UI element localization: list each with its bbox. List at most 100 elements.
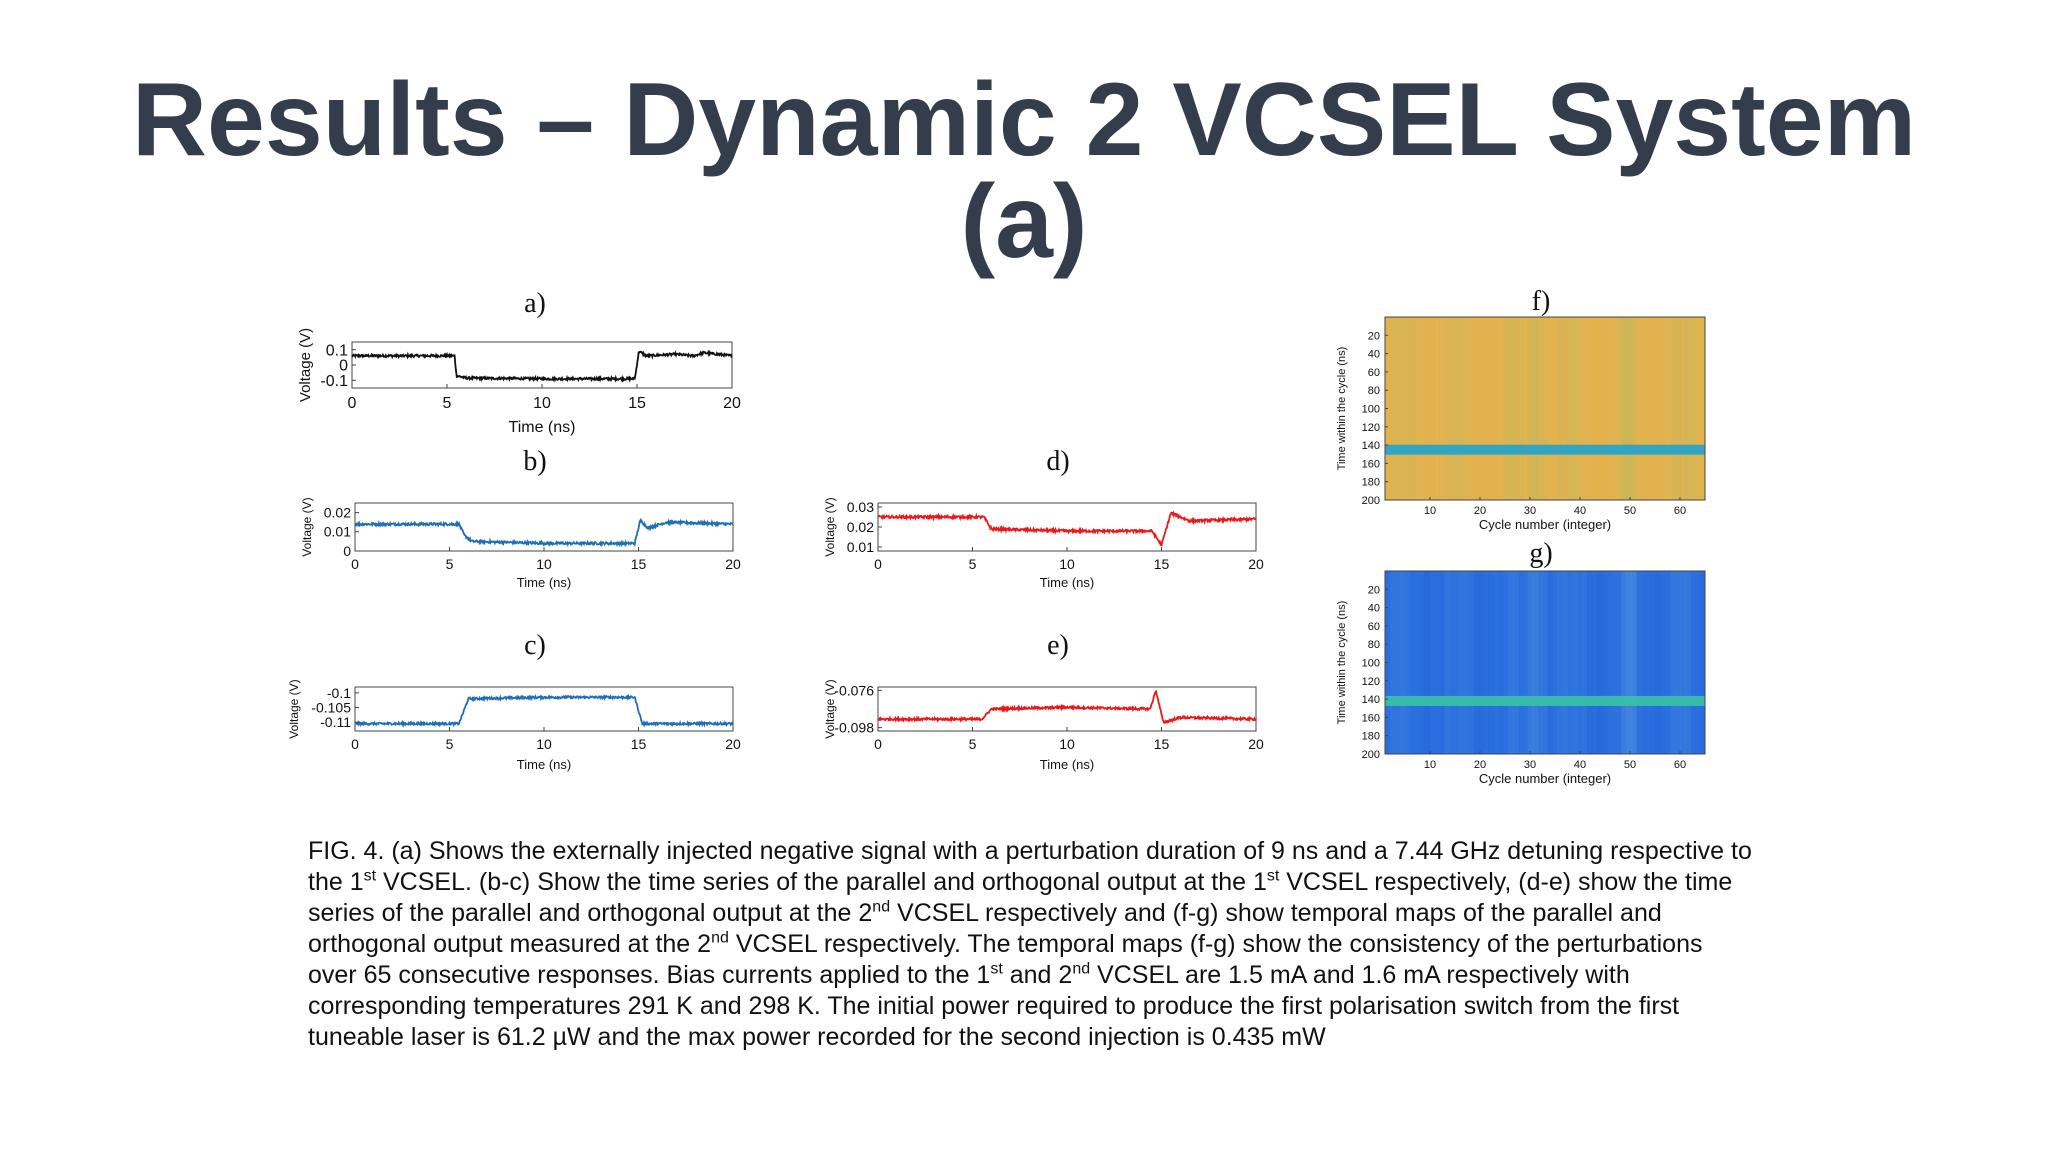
heatmap-column — [1685, 571, 1691, 754]
y-tick-label: 40 — [1368, 349, 1380, 361]
heatmap-column — [1641, 317, 1646, 500]
x-tick-label: 50 — [1624, 759, 1636, 771]
heatmap-column — [1557, 317, 1563, 500]
y-tick-label: 40 — [1368, 603, 1380, 615]
heatmap-column — [1518, 571, 1523, 754]
heatmap-column — [1532, 571, 1539, 754]
heatmap-column — [1419, 317, 1424, 500]
trace-d — [877, 510, 1257, 547]
heatmap-column — [1424, 317, 1430, 500]
y-tick-label: 80 — [1368, 385, 1380, 397]
x-tick-label: 15 — [631, 736, 647, 752]
heatmap-column — [1439, 317, 1444, 500]
heatmap-column — [1645, 317, 1652, 500]
heatmap-column — [1503, 571, 1508, 754]
trace-a — [351, 349, 733, 383]
heatmap-column — [1547, 571, 1553, 754]
x-tick-label: 15 — [631, 556, 647, 572]
heatmap-column — [1532, 317, 1539, 500]
heatmap-column — [1621, 571, 1627, 754]
x-axis-label: Time (ns) — [517, 757, 571, 772]
y-tick-label: -0.098 — [834, 720, 874, 736]
heatmap-column — [1458, 317, 1465, 500]
heatmap-column — [1660, 317, 1667, 500]
heatmap-column — [1631, 317, 1637, 500]
y-tick-label: 20 — [1368, 330, 1380, 342]
x-tick-label: 50 — [1624, 505, 1636, 517]
x-axis-label: Time (ns) — [509, 419, 576, 436]
heatmap-column — [1650, 317, 1657, 500]
panel-e: e) 0 5 10 15 20 -0.076 -0.098 Time (ns) Voltage (… — [823, 630, 1264, 772]
heatmap-column — [1453, 571, 1460, 754]
y-tick-label: -0.105 — [311, 699, 351, 715]
heatmap-column — [1577, 571, 1582, 754]
heatmap-column — [1591, 571, 1598, 754]
heatmap-column — [1458, 571, 1465, 754]
y-tick-label: 160 — [1362, 458, 1380, 470]
heatmap-column — [1641, 571, 1647, 754]
y-tick-label: 180 — [1362, 477, 1380, 489]
heatmap-column — [1562, 317, 1567, 500]
y-tick-label: 60 — [1368, 367, 1380, 379]
heatmap-column — [1493, 317, 1499, 500]
heatmap-column — [1488, 571, 1494, 754]
heatmap-column — [1601, 317, 1608, 500]
x-tick-label: 30 — [1524, 505, 1536, 517]
y-tick-label: 140 — [1362, 440, 1380, 452]
heatmap-band — [1385, 695, 1705, 706]
heatmap-column — [1498, 571, 1503, 754]
y-axis-label: Voltage (V) — [287, 679, 301, 738]
heatmap-column — [1611, 317, 1616, 500]
heatmap-column — [1468, 317, 1475, 500]
panel-d: d) 0 5 10 15 20 0.03 0.02 0.01 Time (ns) Voltage (… — [823, 446, 1264, 590]
x-tick-label: 20 — [1474, 759, 1486, 771]
y-tick-label: 200 — [1362, 495, 1380, 507]
heatmap-column — [1434, 317, 1439, 500]
x-tick-label: 0 — [874, 736, 882, 752]
heatmap-column — [1611, 571, 1617, 754]
x-axis-label: Time (ns) — [1040, 575, 1094, 590]
heatmap-column — [1591, 317, 1598, 500]
heatmap-column — [1626, 317, 1632, 500]
heatmap-column — [1527, 571, 1534, 754]
heatmap-column — [1389, 571, 1396, 754]
panel-label-c: c) — [524, 630, 546, 661]
heatmap-column — [1444, 571, 1450, 754]
panel-label-b: b) — [523, 446, 546, 477]
heatmap-column — [1399, 317, 1406, 500]
y-tick-label: 200 — [1362, 749, 1380, 761]
trace-e — [877, 689, 1257, 725]
panel-label-e: e) — [1047, 630, 1069, 661]
x-tick-label: 10 — [1059, 736, 1075, 752]
x-tick-label: 10 — [536, 556, 552, 572]
heatmap-column — [1439, 571, 1445, 754]
panel-label-g: g) — [1529, 538, 1552, 569]
slide-title-line1: Results – Dynamic 2 VCSEL System — [131, 62, 1917, 178]
panel-label-f: f) — [1532, 286, 1551, 317]
heatmap-column — [1690, 317, 1696, 500]
heatmap-column — [1429, 317, 1435, 500]
heatmap-column — [1513, 317, 1519, 500]
y-tick-label: 100 — [1362, 658, 1380, 670]
heatmap-column — [1567, 571, 1573, 754]
heatmap-column — [1404, 317, 1411, 500]
x-tick-label: 60 — [1674, 505, 1686, 517]
heatmap-column — [1542, 571, 1548, 754]
heatmap-column — [1483, 317, 1489, 500]
heatmap-column — [1680, 317, 1686, 500]
heatmap-column — [1616, 317, 1622, 500]
y-tick-label: 0.03 — [847, 499, 874, 515]
heatmap-column — [1586, 571, 1593, 754]
figure-caption: FIG. 4. (a) Shows the externally injecte… — [308, 837, 1752, 1051]
x-tick-label: 60 — [1674, 759, 1686, 771]
heatmap-column — [1621, 317, 1627, 500]
y-tick-label: 0.1 — [326, 342, 348, 359]
heatmap-column — [1607, 571, 1612, 754]
heatmap-column — [1680, 571, 1686, 754]
x-tick-label: 0 — [351, 556, 359, 572]
y-axis-label: Voltage (V) — [823, 679, 837, 738]
x-tick-label: 5 — [446, 736, 454, 752]
y-axis-label: Voltage (V) — [300, 497, 314, 556]
heatmap-column — [1404, 571, 1411, 754]
